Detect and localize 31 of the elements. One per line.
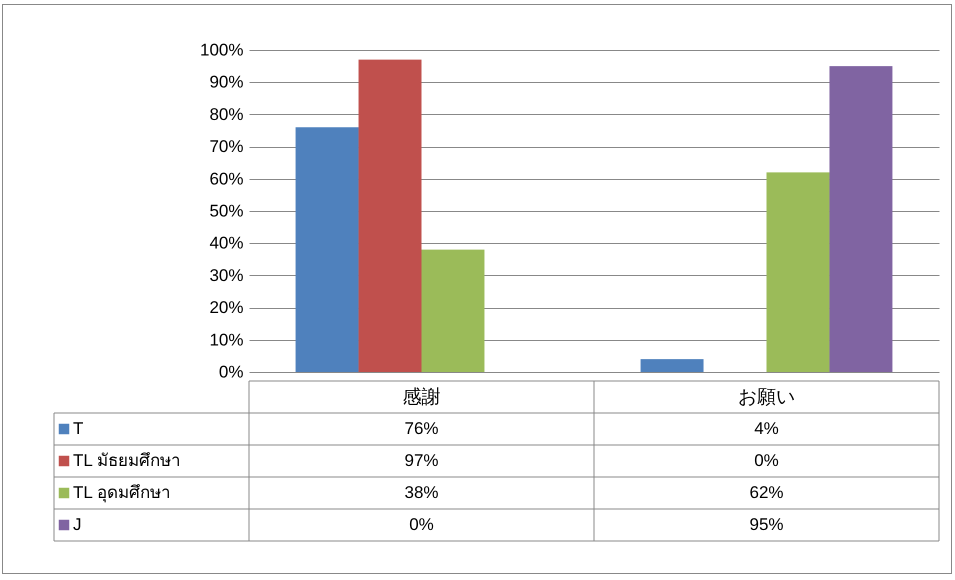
- y-tick-label: 100%: [200, 40, 244, 60]
- y-tick-label: 20%: [209, 298, 244, 318]
- bar: [829, 66, 892, 372]
- bar: [358, 60, 422, 372]
- data-label: 62%: [749, 483, 784, 502]
- legend-label: TL อุดมศึกษา: [73, 483, 171, 503]
- y-tick-label: 50%: [209, 202, 244, 220]
- bar: [766, 172, 830, 372]
- data-label: 95%: [749, 515, 784, 534]
- legend-label: T: [73, 419, 84, 438]
- y-tick-label: 60%: [209, 169, 244, 188]
- y-tick-label: 90%: [209, 72, 244, 92]
- y-tick-label: 40%: [209, 234, 244, 253]
- x-tick-label: お願い: [738, 387, 795, 408]
- data-label: 0%: [754, 451, 779, 470]
- y-tick-label: 70%: [209, 137, 244, 156]
- data-label: 97%: [404, 451, 439, 470]
- data-label: 0%: [409, 515, 434, 534]
- bar: [640, 359, 704, 372]
- data-label: 4%: [754, 419, 779, 438]
- data-label: 76%: [404, 419, 439, 438]
- y-tick-label: 0%: [218, 362, 244, 382]
- legend-label: J: [73, 515, 82, 534]
- y-tick-label: 30%: [209, 266, 244, 285]
- legend-label: TL มัธยมศึกษา: [73, 451, 181, 470]
- bar: [296, 127, 359, 372]
- y-tick-label: 10%: [209, 330, 244, 350]
- x-tick-label: 感謝: [402, 387, 440, 408]
- data-label: 38%: [404, 483, 439, 502]
- y-tick-label: 80%: [209, 104, 244, 124]
- bar: [422, 250, 484, 372]
